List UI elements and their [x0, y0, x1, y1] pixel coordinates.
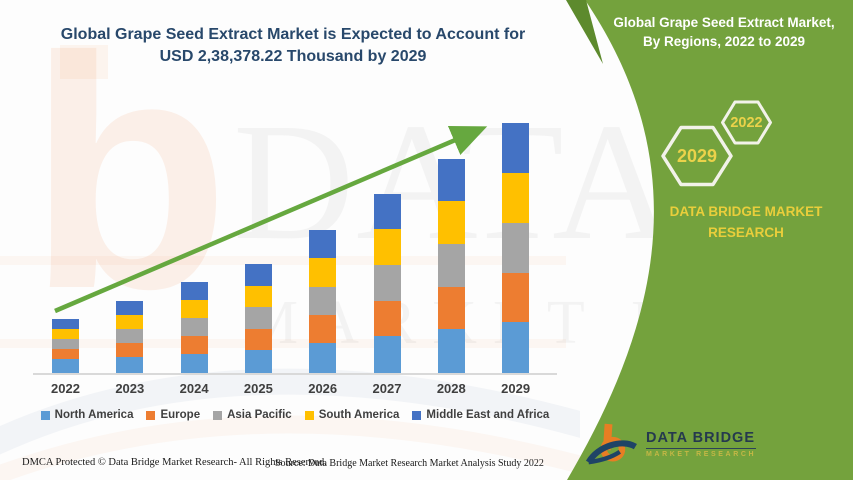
bar-segment-north-america	[244, 350, 272, 373]
bar-segment-north-america	[52, 359, 79, 373]
hexagon-2022: 2022	[720, 99, 773, 146]
hexagon-2022-label: 2022	[730, 114, 763, 131]
bar-segment-north-america	[373, 336, 401, 373]
brand-text: DATA BRIDGE MARKET RESEARCH	[640, 202, 852, 244]
stacked-bar-2029	[502, 123, 530, 373]
x-axis-label-2026: 2026	[308, 381, 338, 396]
bar-segment-asia-pacific	[180, 318, 208, 337]
bar-segment-north-america	[437, 329, 465, 373]
panel-title-line2: By Regions, 2022 to 2029	[642, 33, 806, 49]
bar-segment-europe	[244, 328, 272, 351]
bar-segment-europe	[116, 343, 144, 358]
dmca-text: DMCA Protected © Data Bridge Market Rese…	[22, 457, 327, 468]
bar-segment-middle-east-and-africa	[502, 123, 530, 173]
brand-text-line2: RESEARCH	[708, 224, 784, 240]
legend-item-south-america: South America	[304, 409, 400, 421]
legend-item-north-america: North America	[40, 409, 134, 421]
x-axis-label-2029: 2029	[501, 381, 531, 396]
bar-segment-europe	[309, 314, 337, 344]
legend-swatch-icon	[412, 410, 422, 420]
legend-label: Europe	[160, 409, 201, 421]
legend-item-europe: Europe	[146, 409, 200, 421]
page-title: Global Grape Seed Extract Market is Expe…	[40, 24, 546, 67]
bar-segment-asia-pacific	[502, 223, 530, 274]
hexagon-2029-label: 2029	[676, 145, 718, 166]
page-title-line1: Global Grape Seed Extract Market is Expe…	[60, 26, 526, 43]
panel-title-line1: Global Grape Seed Extract Market,	[613, 15, 835, 30]
company-logo: DATA BRIDGE MARKET RESEARCH	[586, 421, 757, 467]
x-axis-label-2027: 2027	[372, 381, 402, 396]
legend-label: South America	[318, 409, 400, 421]
data-bridge-logo-icon	[586, 423, 637, 465]
legend-label: Middle East and Africa	[426, 409, 550, 421]
panel-title: Global Grape Seed Extract Market, By Reg…	[601, 14, 847, 52]
legend-swatch-icon	[304, 410, 314, 420]
legend-item-middle-east-and-africa: Middle East and Africa	[412, 409, 549, 421]
x-axis-label-2023: 2023	[115, 381, 145, 396]
x-axis-label-2025: 2025	[243, 381, 273, 396]
bar-segment-south-america	[116, 314, 144, 329]
brand-text-line1: DATA BRIDGE MARKET	[669, 204, 823, 219]
bar-segment-asia-pacific	[52, 338, 79, 349]
page-title-line2: USD 2,38,378.22 Thousand by 2029	[159, 47, 427, 65]
x-axis-label-2022: 2022	[51, 381, 80, 396]
hexagon-2029: 2029	[660, 124, 734, 188]
stacked-bar-2022	[52, 318, 79, 373]
bar-segment-europe	[52, 348, 79, 360]
x-axis-line	[33, 373, 557, 375]
source-text: Source: Data Bridge Market Research Mark…	[275, 458, 544, 469]
bar-segment-south-america	[502, 172, 530, 224]
legend-label: North America	[54, 409, 134, 421]
x-axis-label-2024: 2024	[179, 381, 209, 396]
bar-segment-middle-east-and-africa	[52, 318, 79, 329]
bar-segment-north-america	[116, 357, 144, 373]
chart-legend: North America Europe Asia Pacific South Ame…	[28, 409, 562, 421]
hexagon-outline-icon	[661, 125, 733, 187]
bar-segment-south-america	[52, 328, 79, 339]
bar-segment-asia-pacific	[116, 328, 144, 344]
legend-swatch-icon	[213, 410, 223, 420]
hexagon-outline-icon	[721, 100, 772, 145]
x-axis-label-2028: 2028	[436, 381, 466, 396]
legend-item-asia-pacific: Asia Pacific	[213, 409, 292, 421]
legend-swatch-icon	[40, 410, 50, 420]
logo-name: DATA BRIDGE	[646, 430, 757, 449]
bar-segment-north-america	[309, 343, 337, 373]
bar-segment-europe	[502, 273, 530, 322]
legend-label: Asia Pacific	[227, 409, 292, 421]
bar-segment-europe	[180, 336, 208, 355]
legend-swatch-icon	[146, 410, 156, 420]
logo-subtitle: MARKET RESEARCH	[646, 451, 757, 458]
bar-segment-north-america	[502, 321, 530, 373]
bar-segment-north-america	[180, 354, 208, 373]
